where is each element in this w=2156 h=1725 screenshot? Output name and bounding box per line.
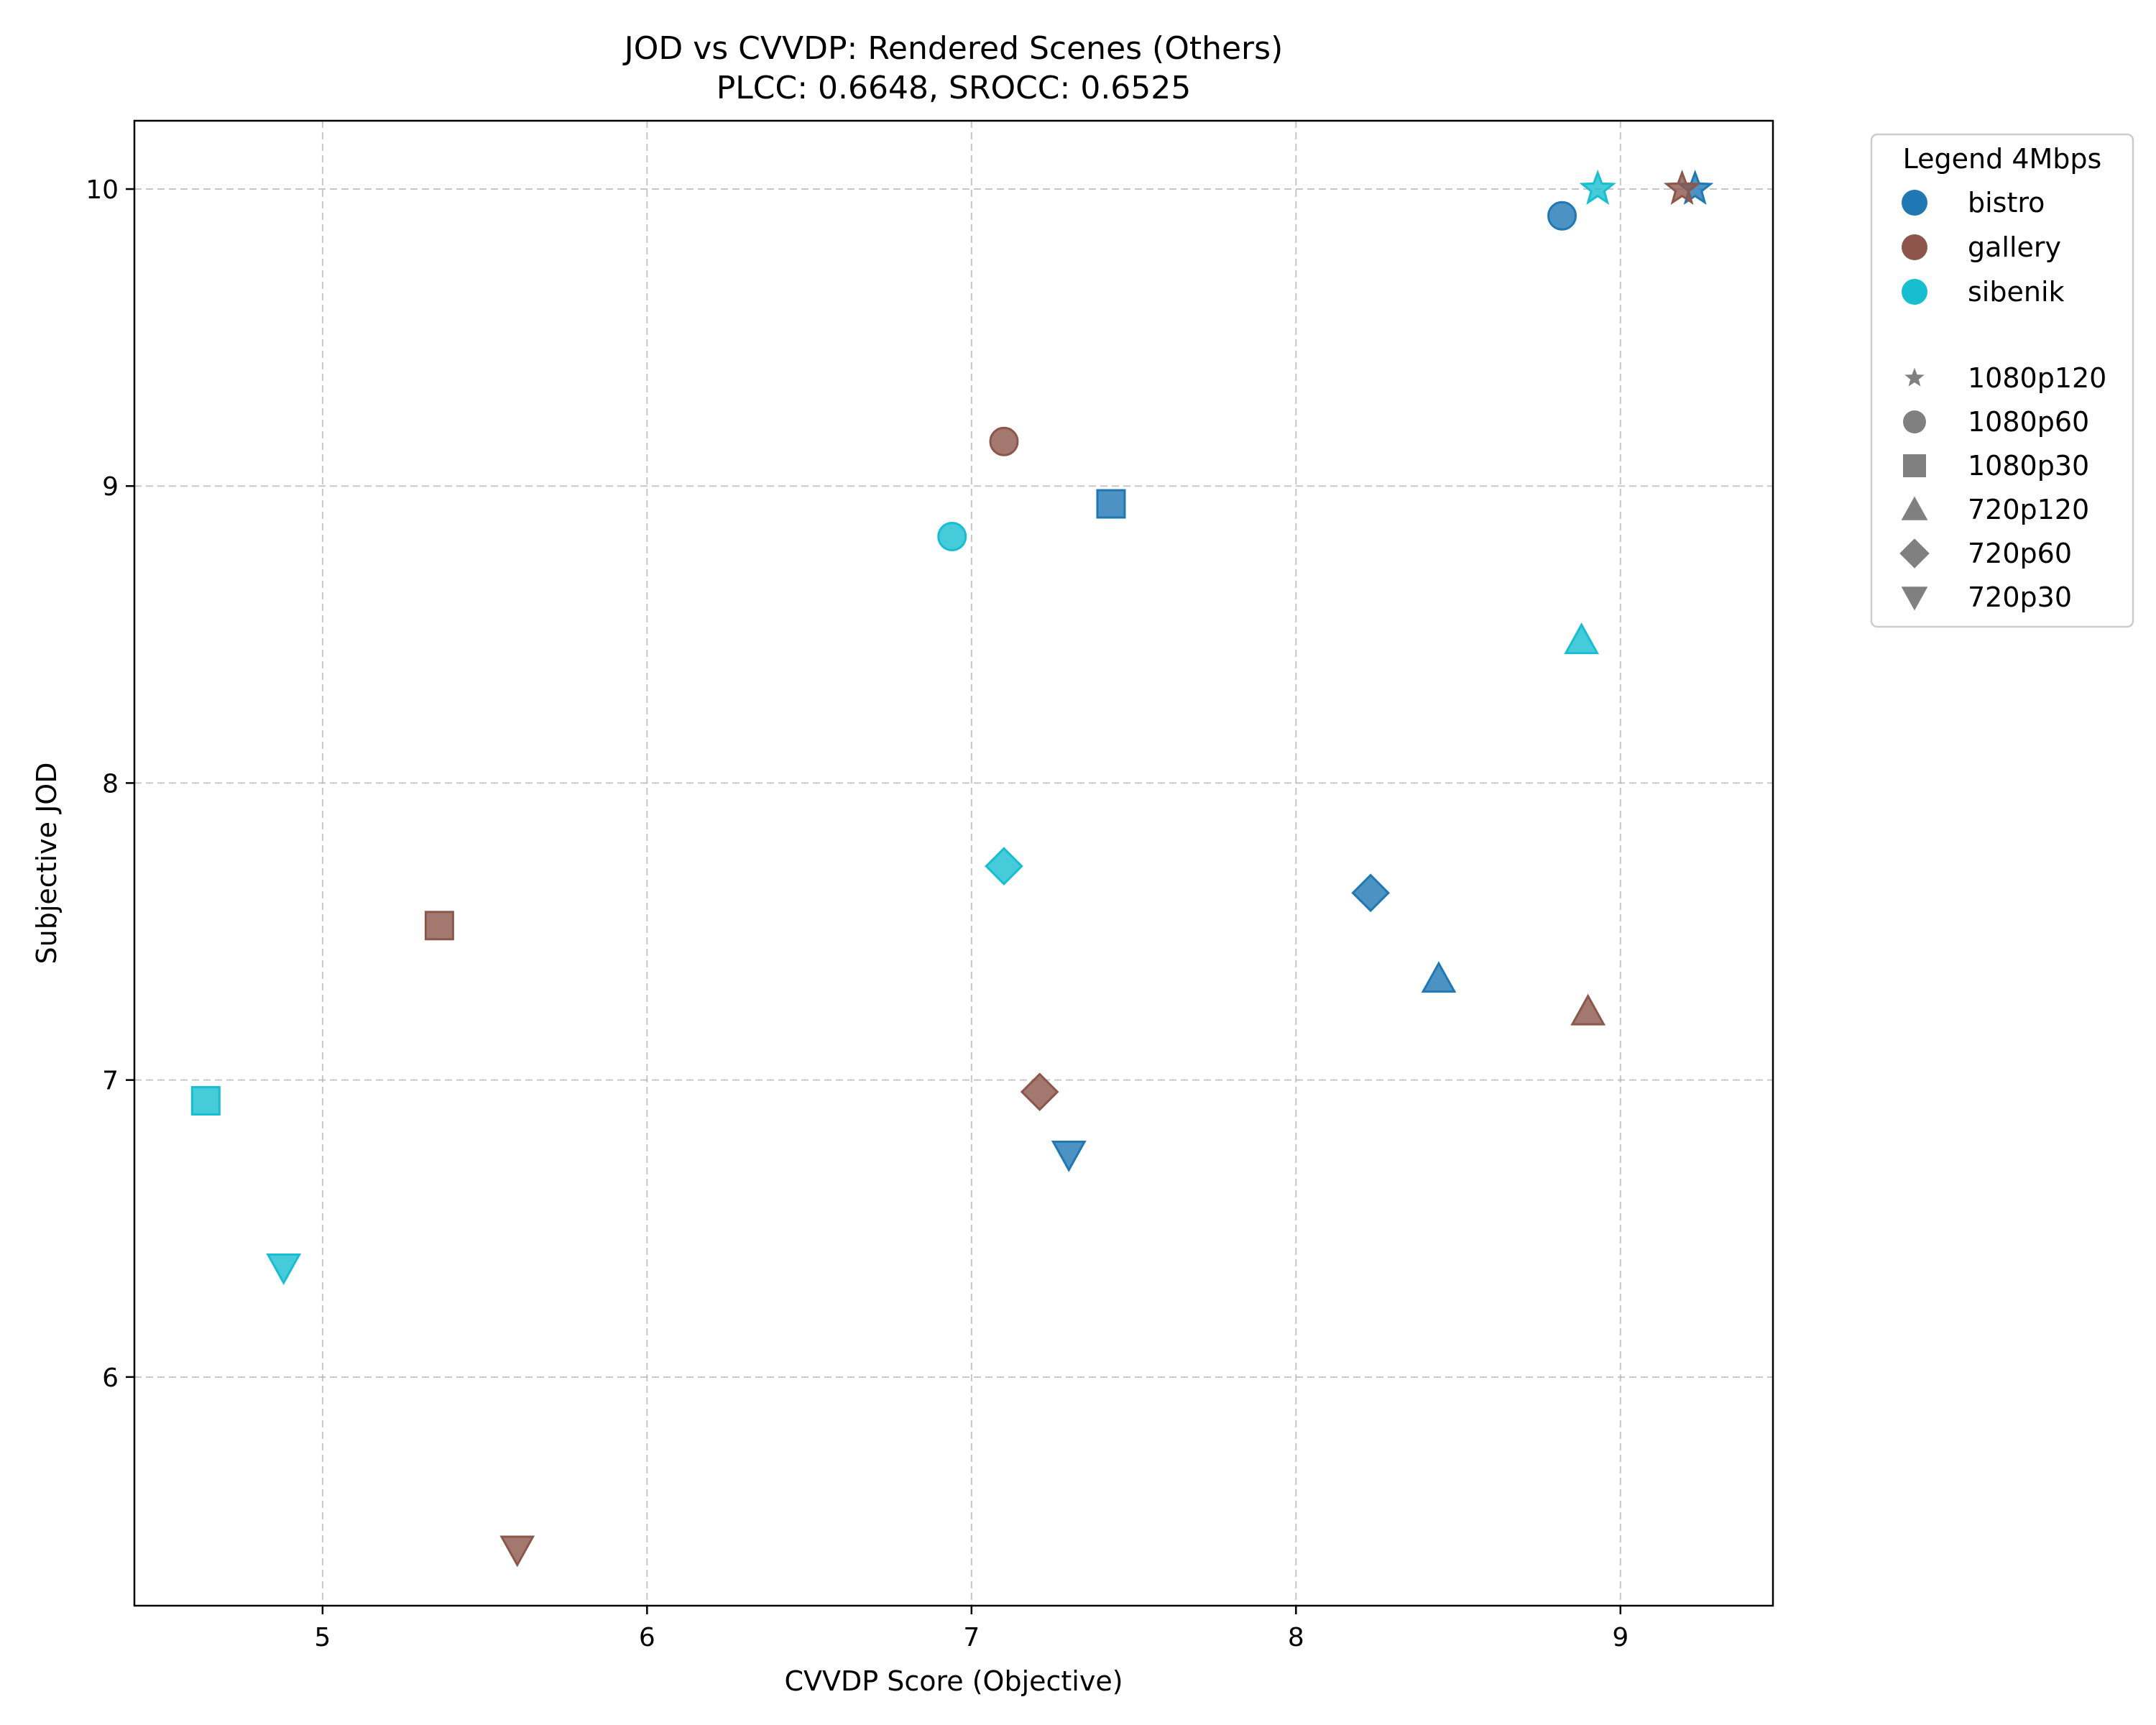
data-point-sibenik-720p120	[1564, 622, 1600, 655]
data-point-gallery-720p60	[1020, 1072, 1059, 1111]
legend-label-1080p30: 1080p30	[1968, 450, 2089, 482]
data-point-sibenik-1080p120	[1579, 169, 1616, 205]
data-point-gallery-1080p60	[989, 426, 1019, 456]
legend-label-1080p120: 1080p120	[1968, 362, 2106, 394]
data-point-bistro-1080p60	[1547, 201, 1577, 231]
data-point-gallery-720p120	[1570, 993, 1606, 1026]
chart-subtitle: PLCC: 0.6648, SROCC: 0.6525	[717, 70, 1192, 106]
data-point-bistro-720p120	[1421, 961, 1457, 993]
legend-marker-1080p120	[1904, 367, 1925, 387]
x-tick-label: 5	[314, 1623, 331, 1652]
legend-marker-720p30	[1901, 586, 1928, 611]
legend-marker-sibenik	[1902, 279, 1927, 305]
legend-marker-720p60	[1899, 538, 1930, 569]
legend-label-sibenik: sibenik	[1968, 276, 2065, 308]
data-point-sibenik-720p60	[985, 847, 1023, 886]
data-point-sibenik-720p30	[266, 1253, 302, 1285]
data-point-bistro-720p30	[1051, 1140, 1087, 1172]
legend-label-720p30: 720p30	[1968, 581, 2072, 613]
legend-marker-1080p30	[1903, 454, 1926, 477]
chart-title: JOD vs CVVDP: Rendered Scenes (Others)	[622, 30, 1283, 67]
y-tick-label: 8	[102, 769, 119, 799]
y-tick-label: 10	[86, 175, 119, 205]
x-tick-label: 8	[1288, 1623, 1304, 1652]
legend-label-bistro: bistro	[1968, 187, 2045, 218]
data-point-bistro-1080p30	[1096, 489, 1126, 519]
y-tick-label: 9	[102, 472, 119, 502]
data-point-bistro-720p60	[1351, 873, 1390, 913]
y-axis-label: Subjective JOD	[31, 763, 63, 965]
x-tick-label: 7	[963, 1623, 980, 1652]
legend-label-720p120: 720p120	[1968, 494, 2089, 525]
legend-marker-720p120	[1901, 496, 1928, 520]
y-tick-label: 6	[102, 1363, 119, 1393]
x-tick-label: 9	[1612, 1623, 1628, 1652]
legend-box	[1870, 133, 2134, 628]
data-point-sibenik-1080p60	[937, 521, 967, 551]
data-point-gallery-720p30	[499, 1535, 535, 1568]
data-point-gallery-1080p120	[1663, 169, 1701, 205]
y-tick-label: 7	[102, 1067, 119, 1096]
legend-label-720p60: 720p60	[1968, 538, 2072, 569]
legend-title: Legend 4Mbps	[1903, 143, 2102, 175]
data-point-sibenik-1080p30	[190, 1086, 221, 1116]
x-tick-label: 6	[639, 1623, 655, 1652]
legend-marker-bistro	[1902, 190, 1927, 216]
legend-label-gallery: gallery	[1968, 231, 2061, 263]
legend: Legend 4Mbps bistro gallery sibenik 1080p12…	[1870, 133, 2134, 628]
legend-marker-gallery	[1902, 234, 1927, 260]
x-axis-label: CVVDP Score (Objective)	[784, 1665, 1123, 1697]
legend-label-1080p60: 1080p60	[1968, 406, 2089, 438]
legend-marker-1080p60	[1903, 410, 1926, 433]
plot-area-frame	[133, 119, 1774, 1607]
data-point-gallery-1080p30	[424, 911, 454, 941]
